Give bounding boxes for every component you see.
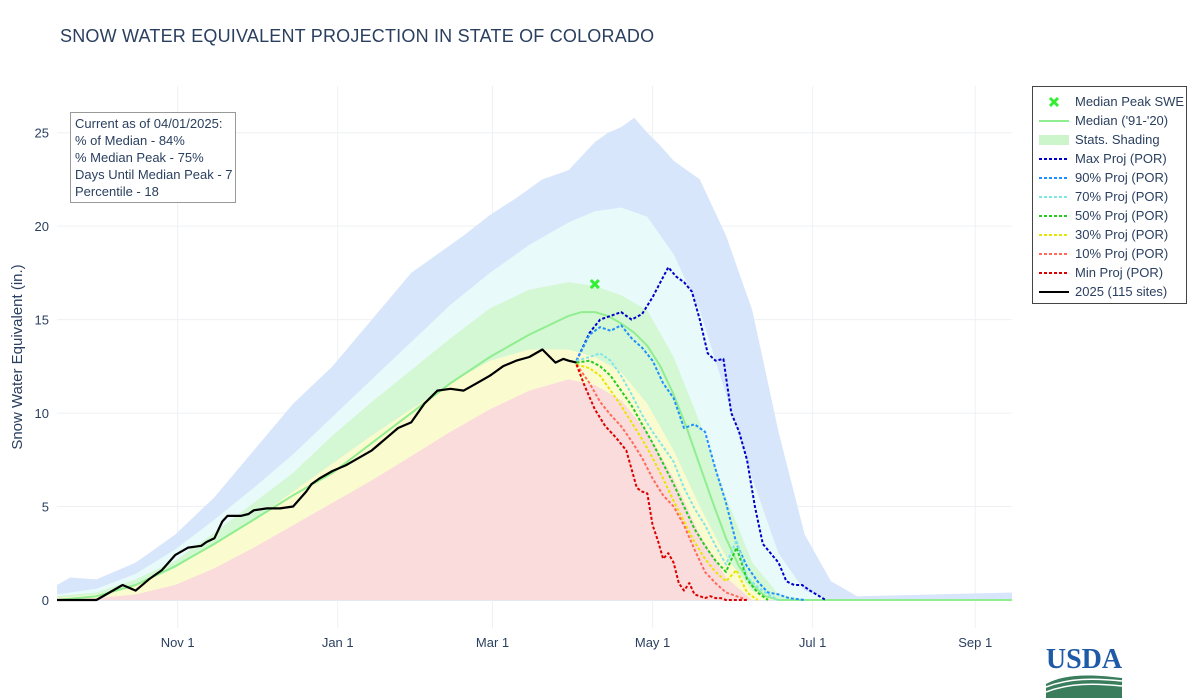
legend-item[interactable]: 70% Proj (POR) [1039, 187, 1168, 206]
y-tick-label: 10 [35, 406, 49, 421]
legend-item[interactable]: Stats. Shading [1039, 130, 1160, 149]
legend-label: Max Proj (POR) [1075, 151, 1167, 166]
annotation-line: Percentile - 18 [75, 184, 159, 199]
legend-symbol-icon [1039, 247, 1069, 261]
legend-symbol-icon [1039, 114, 1069, 128]
legend-item[interactable]: Median ('91-'20) [1039, 111, 1168, 130]
legend-item[interactable]: 50% Proj (POR) [1039, 206, 1168, 225]
annotation-line: Days Until Median Peak - 7 [75, 167, 233, 182]
annotation-line: Current as of 04/01/2025: [75, 116, 223, 131]
legend-symbol-icon [1039, 228, 1069, 242]
legend-label: 2025 (115 sites) [1075, 284, 1168, 299]
y-axis-title: Snow Water Equivalent (in.) [9, 264, 26, 449]
legend-label: 10% Proj (POR) [1075, 246, 1169, 261]
x-tick-label: Nov 1 [161, 635, 195, 650]
x-tick-label: Jan 1 [322, 635, 354, 650]
x-tick-label: May 1 [635, 635, 670, 650]
usda-field-line-icon [1045, 683, 1123, 693]
legend-item[interactable]: 30% Proj (POR) [1039, 225, 1168, 244]
legend-item[interactable]: 2025 (115 sites) [1039, 282, 1167, 301]
x-tick-label: Jul 1 [799, 635, 826, 650]
legend-symbol-icon [1039, 133, 1069, 147]
series-line [575, 363, 748, 601]
legend-label: Stats. Shading [1075, 132, 1160, 147]
usda-logo-text: USDA [1046, 644, 1123, 675]
legend-item[interactable]: Median Peak SWE [1039, 92, 1184, 111]
legend-label: 90% Proj (POR) [1075, 170, 1169, 185]
legend-item[interactable]: Max Proj (POR) [1039, 149, 1167, 168]
y-tick-label: 5 [42, 500, 49, 515]
swe-chart: 0 5 10 15 20 25 Nov 1 Jan 1 Mar 1 May 1 Jul 1 Sep 1… [9, 86, 1012, 650]
legend-symbol-icon [1039, 171, 1069, 185]
legend-symbol-icon [1039, 95, 1069, 109]
annotation-line: % of Median - 84% [75, 133, 185, 148]
legend-symbol-icon [1039, 266, 1069, 280]
y-tick-label: 25 [35, 126, 49, 141]
legend-item[interactable]: 90% Proj (POR) [1039, 168, 1168, 187]
x-tick-label: Sep 1 [958, 635, 992, 650]
series-line [576, 363, 759, 601]
legend-symbol-icon [1039, 152, 1069, 166]
legend-label: 50% Proj (POR) [1075, 208, 1169, 223]
legend-label: 70% Proj (POR) [1075, 189, 1169, 204]
band-10-min [57, 379, 753, 600]
legend-item[interactable]: 10% Proj (POR) [1039, 244, 1168, 263]
legend-label: Min Proj (POR) [1075, 265, 1164, 280]
legend-item[interactable]: Min Proj (POR) [1039, 263, 1163, 282]
legend-label: 30% Proj (POR) [1075, 227, 1169, 242]
chart-legend: Median Peak SWE Median ('91-'20) Stats. Sh… [1032, 86, 1187, 304]
legend-symbol-icon [1039, 285, 1069, 299]
legend-label: Median ('91-'20) [1075, 113, 1169, 128]
annotation-line: % Median Peak - 75% [75, 150, 204, 165]
legend-symbol-icon [1039, 190, 1069, 204]
y-tick-label: 20 [35, 219, 49, 234]
series-line [575, 364, 747, 601]
usda-logo: USDA [1045, 644, 1123, 698]
median-peak-marker [589, 279, 600, 290]
y-tick-label: 0 [42, 593, 49, 608]
legend-label: Median Peak SWE [1075, 94, 1185, 109]
chart-title: SNOW WATER EQUIVALENT PROJECTION IN STAT… [60, 26, 655, 46]
legend-symbol-icon [1039, 209, 1069, 223]
x-tick-label: Mar 1 [476, 635, 509, 650]
usda-field-line-icon [1045, 678, 1123, 688]
series-line [56, 311, 1012, 601]
series-line [57, 348, 577, 602]
current-status-annotation: Current as of 04/01/2025: % of Median - … [70, 112, 236, 203]
series-line [575, 266, 827, 601]
y-tick-label: 15 [35, 313, 49, 328]
series-line [576, 352, 779, 601]
